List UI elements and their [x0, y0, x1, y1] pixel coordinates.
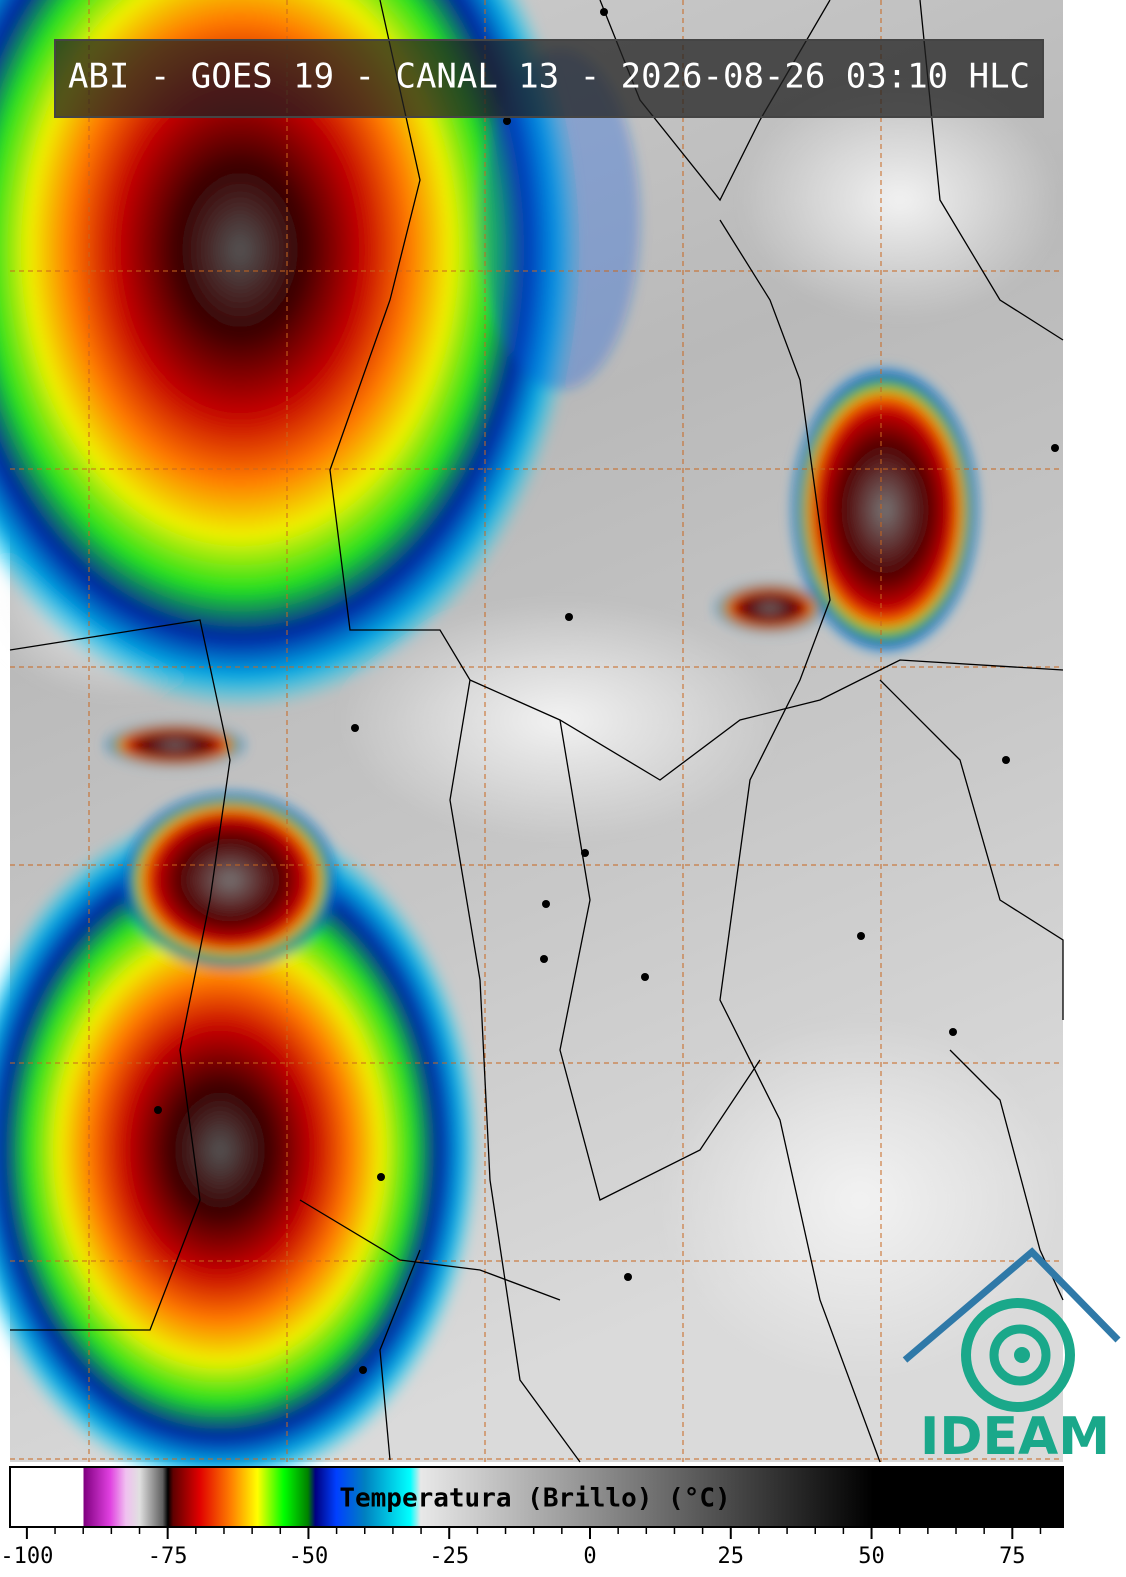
tick-label: 50	[858, 1544, 885, 1569]
tick-label: -25	[429, 1544, 469, 1569]
logo-text: IDEAM	[920, 1407, 1110, 1467]
title: ABI - GOES 19 - CANAL 13 - 2026-08-26 03…	[68, 57, 1030, 97]
tick-label: -50	[289, 1544, 329, 1569]
title-box	[54, 39, 1044, 118]
tick-label: 25	[718, 1544, 745, 1569]
colorbar-label: Temperatura (Brillo) (°C)	[339, 1484, 730, 1514]
tick-label: -100	[0, 1544, 53, 1569]
graticule	[10, 0, 1063, 1462]
tick-label: 0	[583, 1544, 596, 1569]
colorbar	[9, 1466, 1064, 1528]
tick-label: 75	[999, 1544, 1026, 1569]
tick-label: -75	[148, 1544, 188, 1569]
cities	[154, 8, 1059, 1374]
colorbar-ticks: -100 -75 -50 -25 0 25 50 75	[0, 1527, 1042, 1569]
logo: IDEAM	[902, 1247, 1121, 1467]
imagery	[0, 0, 1063, 1490]
